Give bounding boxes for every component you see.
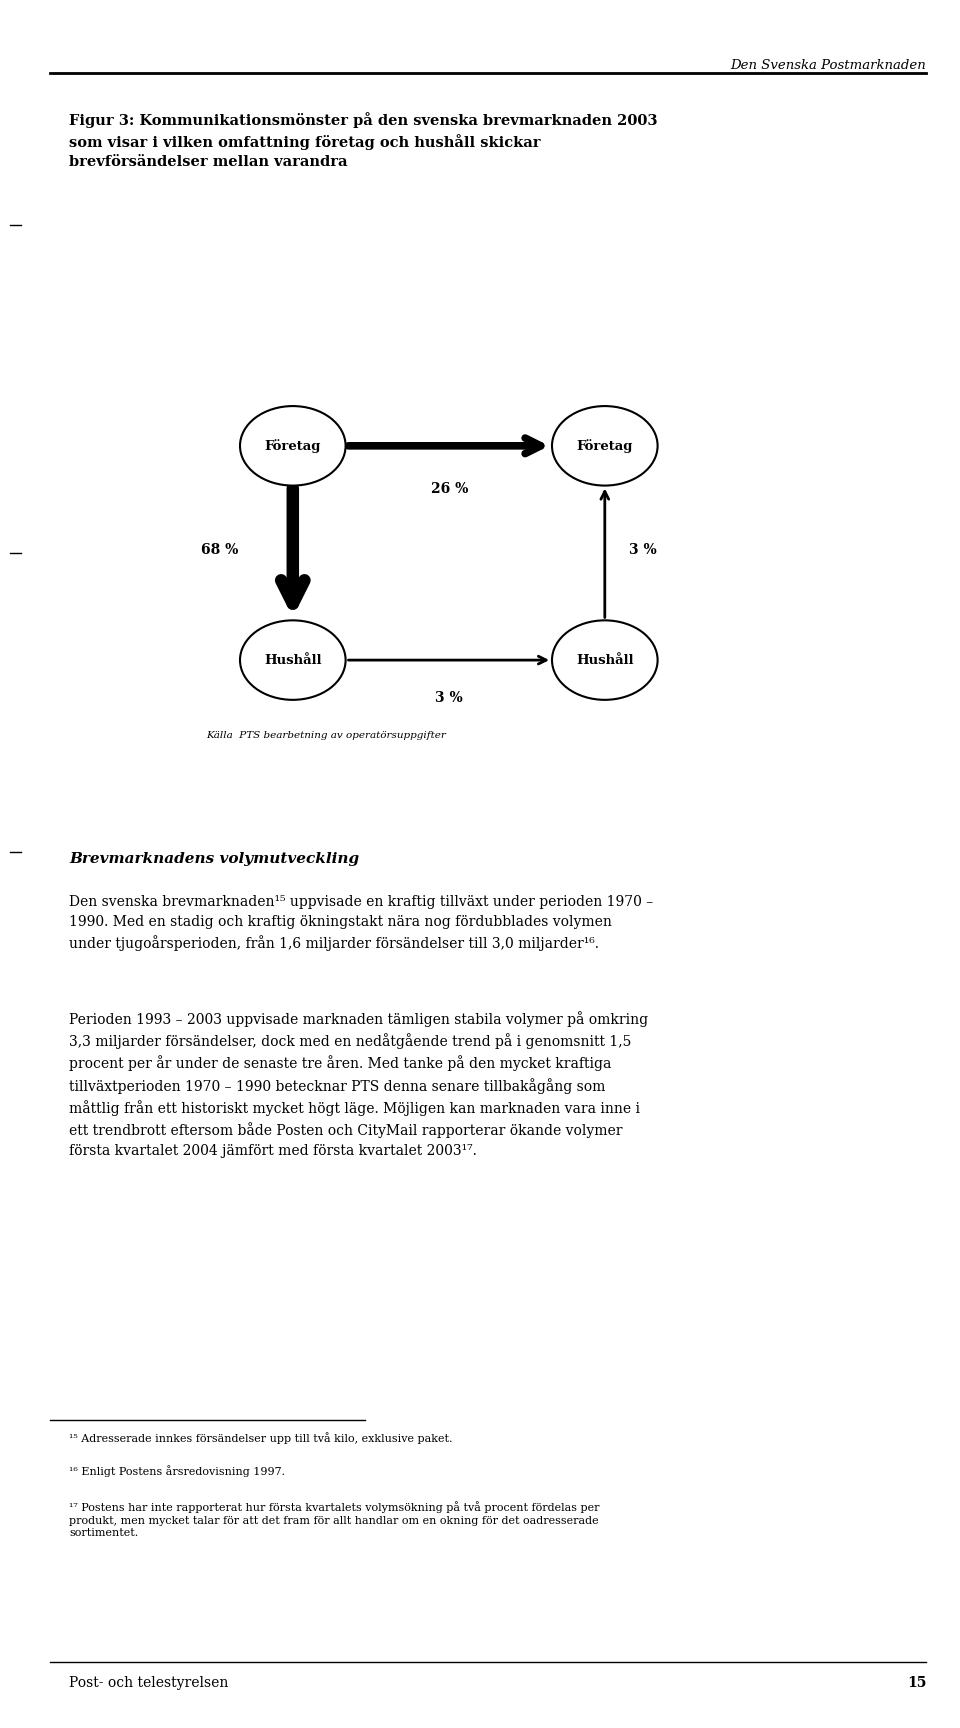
Ellipse shape: [552, 620, 658, 700]
Text: ¹⁶ Enligt Postens årsredovisning 1997.: ¹⁶ Enligt Postens årsredovisning 1997.: [69, 1465, 285, 1477]
Text: 3 %: 3 %: [436, 691, 463, 705]
Text: Post- och telestyrelsen: Post- och telestyrelsen: [69, 1676, 228, 1690]
Text: Företag: Företag: [265, 439, 321, 453]
Text: ¹⁵ Adresserade innkes försändelser upp till två kilo, exklusive paket.: ¹⁵ Adresserade innkes försändelser upp t…: [69, 1433, 452, 1445]
Text: Hushåll: Hushåll: [576, 653, 634, 667]
Text: Hushåll: Hushåll: [264, 653, 322, 667]
Text: Perioden 1993 – 2003 uppvisade marknaden tämligen stabila volymer på omkring
3,3: Perioden 1993 – 2003 uppvisade marknaden…: [69, 1011, 648, 1158]
Text: Brevmarknadens volymutveckling: Brevmarknadens volymutveckling: [69, 852, 359, 866]
Text: Den svenska brevmarknaden¹⁵ uppvisade en kraftig tillväxt under perioden 1970 –
: Den svenska brevmarknaden¹⁵ uppvisade en…: [69, 895, 654, 950]
Ellipse shape: [240, 406, 346, 486]
Text: Den Svenska Postmarknaden: Den Svenska Postmarknaden: [731, 59, 926, 73]
Text: 3 %: 3 %: [629, 543, 657, 556]
Text: 15: 15: [907, 1676, 926, 1690]
Text: 68 %: 68 %: [201, 543, 238, 556]
Ellipse shape: [240, 620, 346, 700]
Ellipse shape: [552, 406, 658, 486]
Text: Figur 3: Kommunikationsmönster på den svenska brevmarknaden 2003
som visar i vil: Figur 3: Kommunikationsmönster på den sv…: [69, 112, 658, 169]
Text: 26 %: 26 %: [431, 482, 468, 496]
Text: ¹⁷ Postens har inte rapporterat hur första kvartalets volymsökning på två procen: ¹⁷ Postens har inte rapporterat hur förs…: [69, 1502, 600, 1538]
Text: Källa  PTS bearbetning av operatörsuppgifter: Källa PTS bearbetning av operatörsuppgif…: [206, 731, 446, 740]
Text: Företag: Företag: [577, 439, 633, 453]
